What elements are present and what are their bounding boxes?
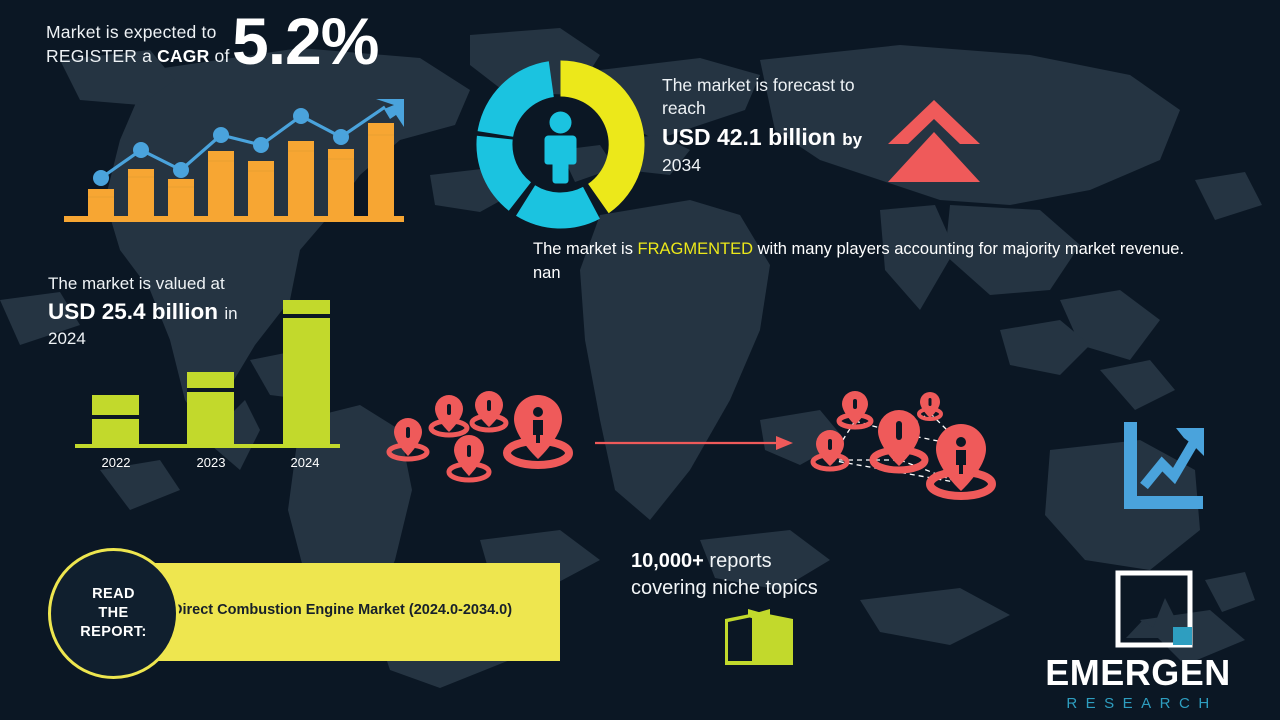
- forecast-value-row: USD 42.1 billion by: [662, 123, 902, 154]
- market-value-suffix: in: [224, 304, 238, 323]
- read-report-button[interactable]: READ THE REPORT:: [48, 548, 179, 679]
- bar-2: [128, 169, 154, 216]
- donut-slice-3: [476, 135, 531, 211]
- cagr-caption-line2-prefix: REGISTER a: [46, 46, 158, 66]
- value-bar-2023: [187, 372, 234, 444]
- cagr-block: Market is expected to REGISTER a CAGR of…: [46, 8, 446, 74]
- donut-slice-1: [560, 60, 645, 214]
- forecast-value-suffix: by: [842, 130, 863, 149]
- market-value-amount: USD 25.4 billion: [48, 299, 219, 324]
- forecast-caption-line1: The market is forecast to: [662, 75, 855, 95]
- scattered-location-pins: [386, 391, 573, 483]
- trend-markers: [93, 108, 349, 186]
- read-report-banner[interactable]: [105, 563, 560, 661]
- logo-wordmark: EMERGEN: [1045, 652, 1231, 693]
- reports-count-line2: covering niche topics: [631, 577, 818, 599]
- market-share-donut: [476, 60, 645, 229]
- fragmentation-suffix: with many players accounting for majorit…: [533, 240, 1185, 282]
- value-bars: [92, 300, 330, 444]
- cagr-caption-line1: Market is expected to: [46, 22, 217, 42]
- donut-slice-4: [477, 61, 554, 137]
- read-report-label: READ THE REPORT:: [80, 585, 146, 642]
- bar-4: [208, 151, 234, 216]
- up-chevron-arrows-icon: [888, 100, 980, 182]
- fragmentation-highlight: FRAGMENTED: [637, 240, 754, 258]
- growth-bar-chart: [64, 99, 404, 222]
- cagr-caption-line2-suffix: of: [209, 46, 230, 66]
- chart-baseline: [64, 216, 404, 222]
- read-report-line1: READ: [92, 586, 135, 602]
- donut-slice-2: [516, 185, 600, 229]
- market-value-bar-chart: [75, 300, 340, 448]
- growth-bars: [88, 123, 394, 216]
- reports-count-unit: reports: [703, 550, 772, 572]
- read-report-line3: REPORT:: [80, 624, 147, 640]
- forecast-value: USD 42.1 billion: [662, 124, 836, 150]
- fragmentation-statement: The market is FRAGMENTED with many playe…: [533, 237, 1213, 285]
- value-axis-label-2023: 2023: [196, 455, 226, 470]
- bar-6: [288, 141, 314, 216]
- market-value-caption: The market is valued at: [48, 274, 225, 293]
- read-report-line2: THE: [98, 605, 129, 621]
- value-bar-2022: [92, 395, 139, 444]
- reports-count-value: 10,000+: [631, 550, 704, 572]
- trend-arrow-icon: [376, 99, 404, 127]
- bar-3: [168, 179, 194, 216]
- report-title: Direct Combustion Engine Market (2024.0-…: [172, 602, 513, 618]
- cagr-keyword: CAGR: [157, 46, 210, 66]
- forecast-caption-line2: reach: [662, 98, 706, 118]
- forecast-caption: The market is forecast to reach: [662, 74, 902, 120]
- forecast-block: The market is forecast to reach USD 42.1…: [662, 74, 902, 176]
- bar-1: [88, 189, 114, 216]
- growth-chart-icon: [1124, 422, 1204, 509]
- forecast-year: 2034: [662, 155, 701, 175]
- cagr-caption: Market is expected to REGISTER a CAGR of: [46, 20, 241, 68]
- value-axis-label-2022: 2022: [101, 455, 131, 470]
- value-bar-2024: [283, 300, 330, 444]
- reports-count-block: 10,000+ reports covering niche topics: [631, 548, 891, 602]
- logo-subtitle: RESEARCH: [1066, 695, 1218, 712]
- open-book-icon: [725, 609, 793, 665]
- market-value-row: USD 25.4 billion in: [48, 297, 338, 328]
- brand-logo: EMERGEN RESEARCH: [1013, 570, 1263, 712]
- market-value-year: 2024: [48, 329, 86, 348]
- connected-location-pins: [810, 391, 996, 500]
- value-axis-label-2024: 2024: [290, 455, 320, 470]
- bar-8: [368, 123, 394, 216]
- logo-mark-icon: [1115, 570, 1193, 648]
- person-icon: [544, 111, 577, 184]
- cagr-value: 5.2%: [232, 4, 379, 78]
- value-chart-baseline: [75, 444, 340, 448]
- market-value-block: The market is valued at USD 25.4 billion…: [48, 272, 338, 350]
- fragmentation-prefix: The market is: [533, 240, 638, 258]
- bar-5: [248, 161, 274, 216]
- bar-7: [328, 149, 354, 216]
- reports-count-text: 10,000+ reports covering niche topics: [631, 548, 891, 602]
- transition-arrow-icon: [595, 436, 793, 450]
